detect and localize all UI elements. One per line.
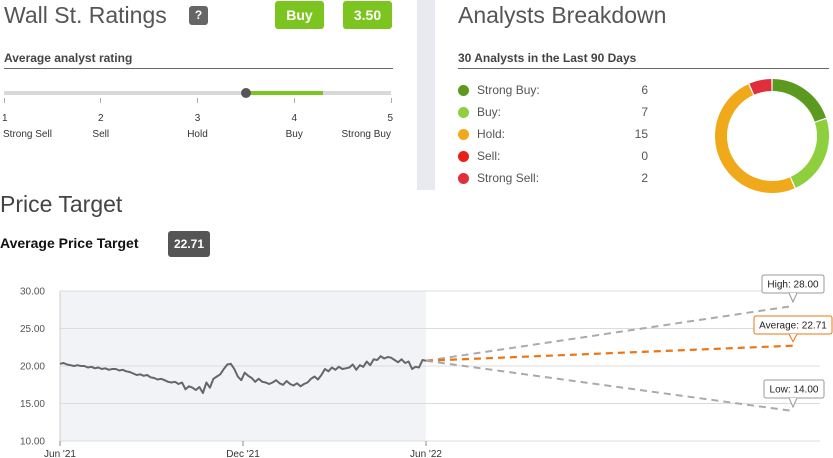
legend-label: Hold: xyxy=(477,127,506,141)
scale-tick xyxy=(3,98,5,103)
rating-marker xyxy=(240,88,251,98)
rating-fill xyxy=(245,91,324,95)
callout-pointer xyxy=(788,292,798,304)
legend-buy: Buy: 7 xyxy=(458,102,648,124)
projection-callout: Low: 14.00 xyxy=(763,379,825,409)
legend-label: Buy: xyxy=(477,105,502,119)
price-target-title: Price Target xyxy=(0,191,123,217)
legend-hold: Hold: 15 xyxy=(458,124,648,146)
projection-callout: High: 28.00 xyxy=(761,274,825,304)
scale-number: 5 xyxy=(387,113,393,124)
hold-dot xyxy=(458,129,469,140)
breakdown-title: Analysts Breakdown xyxy=(458,2,667,28)
scale-label: Strong Buy xyxy=(341,129,391,140)
x-tick-label: Dec '21 xyxy=(226,449,260,458)
y-tick-label: 25.00 xyxy=(20,324,45,335)
donut-slice xyxy=(772,79,826,122)
y-tick-label: 30.00 xyxy=(20,287,45,298)
scale-tick xyxy=(390,98,392,103)
scale-label: Buy xyxy=(285,129,303,140)
price-history-line xyxy=(59,355,427,394)
legend-count: 7 xyxy=(641,105,648,119)
donut-slice xyxy=(715,84,795,193)
scale-number: 1 xyxy=(2,113,8,124)
breakdown-subtitle: 30 Analysts in the Last 90 Days xyxy=(458,51,637,65)
projection-line xyxy=(425,305,794,362)
callout-pointer xyxy=(788,333,798,343)
panel-divider xyxy=(417,0,435,190)
scale-label: Sell xyxy=(92,129,110,140)
legend-label: Strong Buy: xyxy=(477,83,540,97)
legend-count: 6 xyxy=(641,83,648,97)
legend-label: Strong Sell: xyxy=(477,171,540,185)
rating-scale xyxy=(4,88,391,98)
callout-text: Average: 22.71 xyxy=(759,321,827,332)
legend-strong-buy: Strong Buy: 6 xyxy=(458,80,648,102)
donut-slice xyxy=(790,119,829,188)
scale-number: 2 xyxy=(97,113,104,124)
help-icon[interactable]: ? xyxy=(189,6,208,25)
ratings-title: Wall St. Ratings xyxy=(4,2,167,28)
scale-title-rule xyxy=(4,68,393,69)
donut-slice xyxy=(749,79,772,95)
scale-label: Hold xyxy=(187,129,208,140)
scale-tick xyxy=(197,98,198,103)
legend-label: Sell: xyxy=(477,149,501,163)
x-tick-label: Jun '21 xyxy=(44,449,76,458)
scale-number: 4 xyxy=(291,113,298,124)
score-badge: 3.50 xyxy=(343,1,392,29)
y-tick-label: 15.00 xyxy=(20,399,45,410)
projection-line xyxy=(425,344,794,362)
analyst-donut-chart xyxy=(715,79,829,193)
verdict-badge: Buy xyxy=(275,1,324,29)
legend-count: 15 xyxy=(634,127,648,141)
avg-price-target-label: Average Price Target xyxy=(0,235,139,251)
scale-label: Strong Sell xyxy=(3,129,52,140)
legend-strong-sell: Strong Sell: 2 xyxy=(458,168,648,190)
callout-text: Low: 14.00 xyxy=(770,385,819,396)
callout-pointer xyxy=(788,397,798,409)
legend-count: 0 xyxy=(641,149,648,163)
callout-text: High: 28.00 xyxy=(767,280,819,291)
rating-track xyxy=(4,91,391,95)
x-tick-label: Jun '22 xyxy=(410,449,442,458)
scale-number: 3 xyxy=(194,113,201,124)
scale-tick xyxy=(293,98,295,103)
legend-sell: Sell: 0 xyxy=(458,146,648,168)
strong-sell-dot xyxy=(458,173,469,184)
projection-callout: Average: 22.71 xyxy=(753,315,833,343)
scale-tick xyxy=(100,98,102,103)
scale-title: Average analyst rating xyxy=(4,51,133,65)
strong-buy-dot xyxy=(458,85,469,96)
y-tick-label: 20.00 xyxy=(20,362,45,373)
projection-line xyxy=(425,359,794,412)
legend-count: 2 xyxy=(641,171,648,185)
breakdown-rule xyxy=(458,68,829,69)
sell-dot xyxy=(458,151,469,162)
avg-price-target-value: 22.71 xyxy=(168,231,211,257)
buy-dot xyxy=(458,107,469,118)
y-tick-label: 10.00 xyxy=(20,437,45,448)
